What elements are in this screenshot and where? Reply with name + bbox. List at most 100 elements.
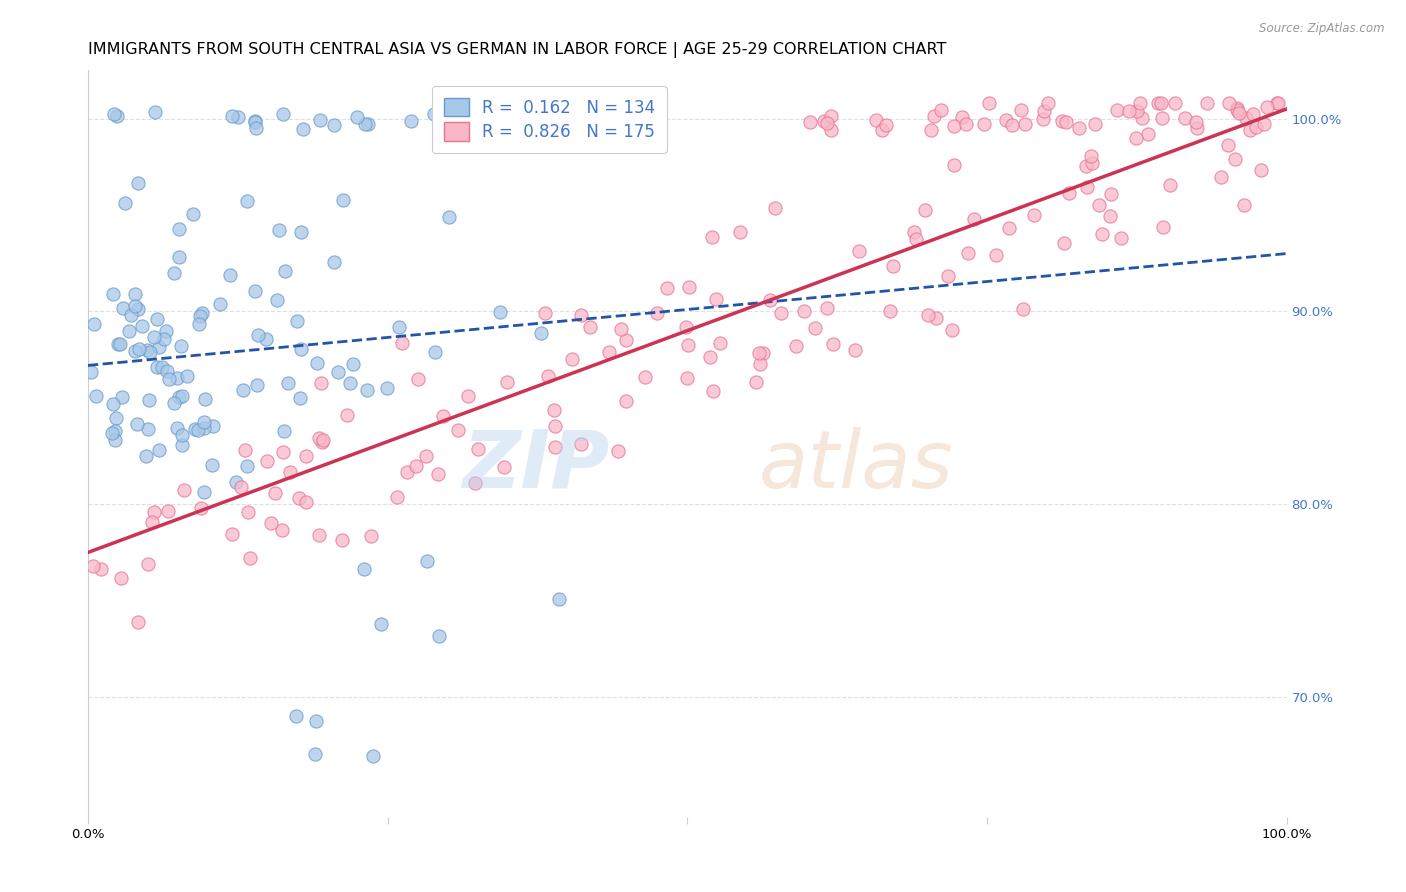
Point	[569, 308, 592, 322]
Point	[1184, 115, 1206, 129]
Point	[328, 365, 350, 379]
Point	[245, 377, 267, 392]
Point	[209, 297, 232, 311]
Point	[141, 515, 163, 529]
Point	[426, 467, 449, 481]
Point	[936, 268, 959, 283]
Point	[110, 570, 132, 584]
Point	[1187, 120, 1209, 135]
Point	[1052, 235, 1074, 250]
Point	[752, 346, 775, 360]
Point	[156, 363, 179, 377]
Point	[202, 419, 225, 434]
Point	[236, 505, 259, 519]
Point	[360, 529, 382, 543]
Point	[955, 118, 977, 132]
Point	[1129, 96, 1152, 111]
Point	[225, 475, 247, 489]
Point	[124, 299, 146, 313]
Point	[494, 123, 516, 137]
Point	[744, 375, 766, 389]
Point	[104, 434, 127, 448]
Point	[172, 389, 194, 403]
Point	[1033, 103, 1056, 118]
Point	[1125, 104, 1147, 119]
Point	[562, 111, 585, 125]
Point	[1069, 121, 1091, 136]
Point	[1010, 103, 1032, 117]
Point	[124, 287, 146, 301]
Point	[1159, 178, 1181, 192]
Point	[138, 421, 160, 435]
Point	[548, 591, 571, 606]
Point	[143, 105, 166, 120]
Point	[163, 266, 186, 280]
Point	[163, 396, 186, 410]
Point	[977, 96, 1000, 111]
Point	[792, 303, 814, 318]
Point	[614, 394, 637, 409]
Point	[1174, 111, 1197, 125]
Point	[553, 112, 575, 127]
Point	[104, 425, 127, 439]
Point	[243, 285, 266, 299]
Point	[138, 345, 160, 359]
Point	[271, 106, 294, 120]
Point	[925, 310, 948, 325]
Point	[973, 117, 995, 131]
Point	[375, 381, 398, 395]
Point	[143, 505, 166, 519]
Point	[405, 458, 427, 473]
Point	[952, 110, 974, 124]
Point	[460, 110, 482, 124]
Point	[193, 485, 215, 500]
Point	[759, 293, 782, 308]
Point	[101, 286, 124, 301]
Point	[187, 317, 209, 331]
Point	[232, 383, 254, 397]
Point	[370, 617, 392, 632]
Point	[187, 423, 209, 437]
Point	[437, 210, 460, 224]
Text: ZIP: ZIP	[463, 427, 609, 505]
Point	[157, 372, 180, 386]
Point	[388, 319, 411, 334]
Point	[172, 428, 194, 442]
Point	[271, 523, 294, 537]
Point	[288, 392, 311, 406]
Point	[495, 375, 517, 389]
Point	[1091, 227, 1114, 241]
Point	[943, 158, 966, 172]
Point	[461, 113, 484, 128]
Point	[917, 308, 939, 322]
Point	[678, 338, 700, 352]
Point	[308, 431, 330, 445]
Point	[815, 301, 838, 315]
Point	[799, 115, 821, 129]
Point	[228, 110, 250, 124]
Point	[339, 376, 361, 390]
Point	[142, 330, 165, 344]
Point	[1076, 179, 1098, 194]
Point	[231, 480, 253, 494]
Point	[330, 533, 353, 548]
Point	[1099, 186, 1122, 201]
Point	[342, 357, 364, 371]
Point	[1150, 96, 1173, 111]
Point	[245, 115, 267, 129]
Point	[287, 314, 309, 328]
Point	[308, 112, 330, 127]
Point	[356, 383, 378, 397]
Point	[194, 392, 217, 407]
Point	[278, 465, 301, 479]
Point	[1211, 170, 1233, 185]
Text: IMMIGRANTS FROM SOUTH CENTRAL ASIA VS GERMAN IN LABOR FORCE | AGE 25-29 CORRELAT: IMMIGRANTS FROM SOUTH CENTRAL ASIA VS GE…	[89, 42, 946, 58]
Point	[312, 433, 335, 447]
Point	[406, 372, 429, 386]
Point	[524, 116, 547, 130]
Legend: R =  0.162   N = 134, R =  0.826   N = 175: R = 0.162 N = 134, R = 0.826 N = 175	[432, 87, 666, 153]
Point	[1265, 96, 1288, 111]
Point	[1080, 149, 1102, 163]
Point	[464, 476, 486, 491]
Point	[336, 409, 359, 423]
